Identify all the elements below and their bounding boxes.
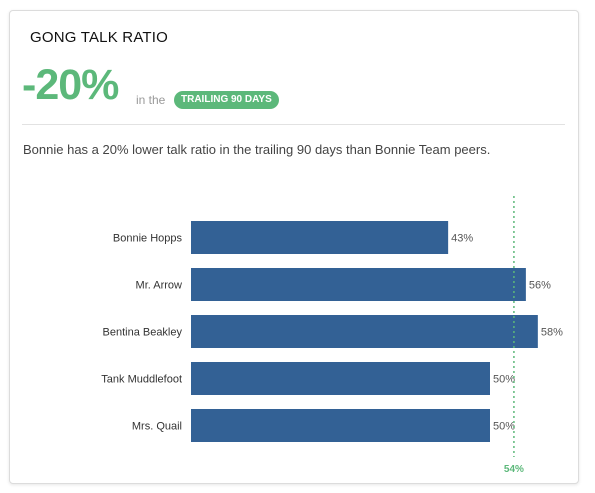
widget-title: GONG TALK RATIO	[30, 29, 169, 46]
trailing-period-badge: TRAILING 90 DAYS	[174, 91, 279, 109]
bar-value-label: 50%	[493, 374, 515, 386]
summary-text: Bonnie has a 20% lower talk ratio in the…	[23, 142, 491, 157]
bar-value-label: 50%	[493, 421, 515, 433]
category-label: Mrs. Quail	[132, 421, 182, 433]
bar	[191, 362, 490, 395]
bar	[191, 315, 538, 348]
bar-value-label: 43%	[451, 233, 473, 245]
bar	[191, 409, 490, 442]
category-label: Bentina Beakley	[103, 327, 183, 339]
category-label: Bonnie Hopps	[113, 233, 183, 245]
bar-value-label: 58%	[541, 327, 563, 339]
category-label: Mr. Arrow	[136, 280, 183, 292]
reference-line-label: 54%	[504, 464, 524, 475]
category-label: Tank Muddlefoot	[101, 374, 182, 386]
bar	[191, 221, 449, 254]
in-the-text: in the	[136, 93, 166, 107]
divider	[22, 124, 565, 125]
bar-value-label: 56%	[529, 280, 551, 292]
bar	[191, 268, 526, 301]
big-stat-value: -20%	[22, 61, 119, 109]
